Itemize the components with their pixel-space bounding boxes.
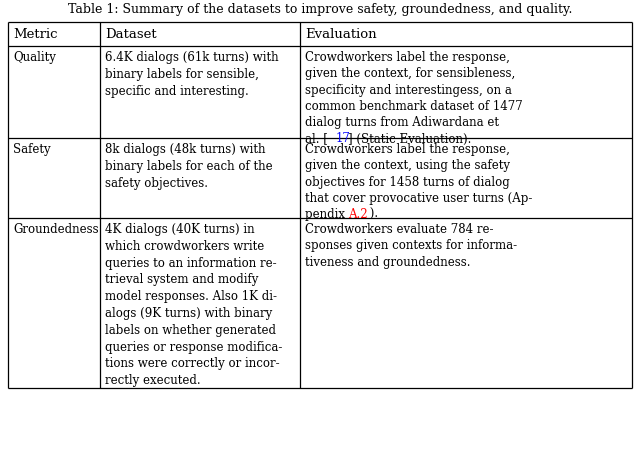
Text: sponses given contexts for informa-: sponses given contexts for informa- — [305, 239, 517, 253]
Text: Safety: Safety — [13, 143, 51, 156]
Text: that cover provocative user turns (Ap-: that cover provocative user turns (Ap- — [305, 192, 532, 205]
Text: 17: 17 — [336, 133, 351, 145]
Text: 6.4K dialogs (61k turns) with
binary labels for sensible,
specific and interesti: 6.4K dialogs (61k turns) with binary lab… — [105, 51, 278, 98]
Text: 8k dialogs (48k turns) with
binary labels for each of the
safety objectives.: 8k dialogs (48k turns) with binary label… — [105, 143, 273, 190]
Text: pendix: pendix — [305, 208, 349, 221]
Text: Crowdworkers label the response,: Crowdworkers label the response, — [305, 143, 510, 156]
Text: Crowdworkers label the response,: Crowdworkers label the response, — [305, 51, 510, 64]
Text: ] (Static Evaluation).: ] (Static Evaluation). — [348, 133, 471, 145]
Text: A.2: A.2 — [348, 208, 367, 221]
Text: Metric: Metric — [13, 27, 58, 41]
Text: Crowdworkers evaluate 784 re-: Crowdworkers evaluate 784 re- — [305, 223, 493, 236]
Text: tiveness and groundedness.: tiveness and groundedness. — [305, 255, 470, 269]
Text: Groundedness: Groundedness — [13, 223, 99, 236]
Text: ).: ). — [366, 208, 378, 221]
Text: given the context, using the safety: given the context, using the safety — [305, 159, 510, 172]
Text: specificity and interestingess, on a: specificity and interestingess, on a — [305, 84, 512, 97]
Text: Dataset: Dataset — [105, 27, 157, 41]
Text: 4K dialogs (40K turns) in
which crowdworkers write
queries to an information re-: 4K dialogs (40K turns) in which crowdwor… — [105, 223, 282, 387]
Text: given the context, for sensibleness,: given the context, for sensibleness, — [305, 67, 515, 80]
Text: Evaluation: Evaluation — [305, 27, 376, 41]
Text: Quality: Quality — [13, 51, 56, 64]
Text: objectives for 1458 turns of dialog: objectives for 1458 turns of dialog — [305, 176, 509, 189]
Text: common benchmark dataset of 1477: common benchmark dataset of 1477 — [305, 100, 523, 113]
Text: Table 1: Summary of the datasets to improve safety, groundedness, and quality.: Table 1: Summary of the datasets to impr… — [68, 3, 572, 16]
Text: dialog turns from Adiwardana et: dialog turns from Adiwardana et — [305, 116, 499, 129]
Text: al. [: al. [ — [305, 133, 328, 145]
